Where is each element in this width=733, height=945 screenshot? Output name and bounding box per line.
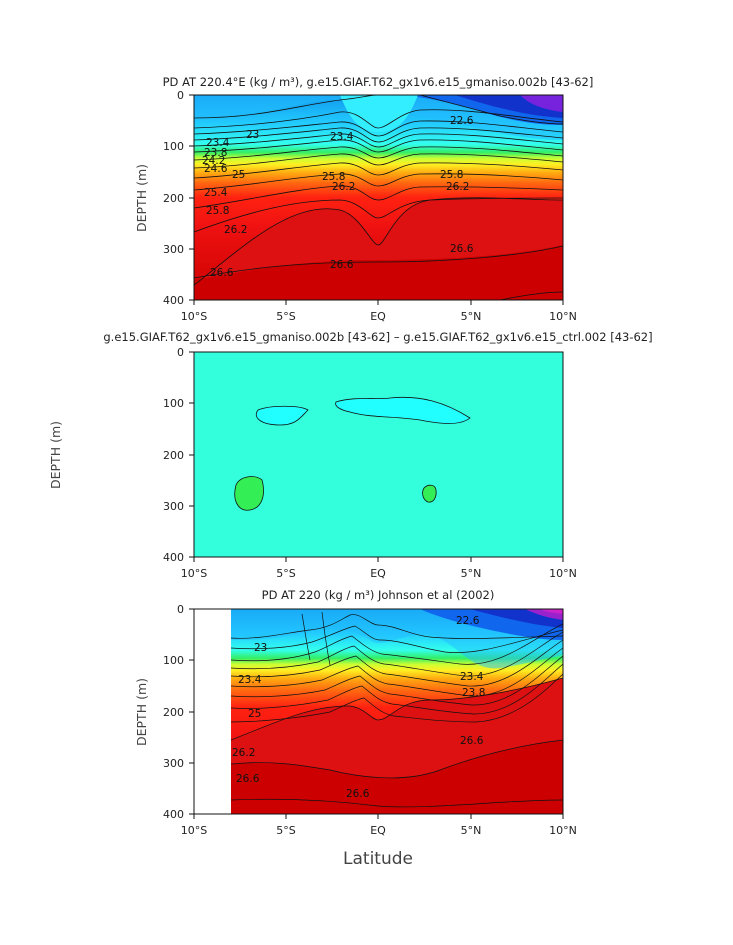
- y-tick-label: 200: [163, 192, 184, 205]
- contour-label: 23.4: [460, 671, 484, 683]
- contour-label: 26.2: [332, 181, 355, 193]
- panel-1-layer-21-8: [520, 95, 563, 112]
- y-tick-label: 400: [163, 551, 184, 564]
- panel-2-field: [193, 351, 564, 558]
- panel-3-axes: 0 100 200 300 400 10°S 5°S EQ 5°N 10°N D…: [134, 603, 577, 837]
- contour-label: 22.6: [450, 115, 474, 127]
- contour-label: 24.6: [204, 163, 228, 175]
- contour-label: 25.8: [206, 205, 229, 217]
- panel-3-contour-labels: 23 23.4 25 26.2 26.6 26.6 22.6 23.4 23.8…: [232, 615, 485, 800]
- y-tick-label: 200: [163, 449, 184, 462]
- contour-label: 23.8: [462, 687, 485, 699]
- panel-2-title: g.e15.GIAF.T62_gx1v6.e15_gmaniso.002b [4…: [103, 330, 652, 344]
- x-tick-label: 5°N: [461, 824, 482, 837]
- contour-label: 23.4: [206, 137, 230, 149]
- x-tick-label: 10°N: [549, 310, 577, 323]
- contour-label: 22.6: [456, 615, 480, 627]
- diff-positive-region: [234, 476, 264, 511]
- y-tick-label: 400: [163, 808, 184, 821]
- x-tick-label: 5°N: [461, 567, 482, 580]
- contour-label: 25.8: [440, 169, 463, 181]
- contour-label: 25: [248, 708, 261, 720]
- panel-3: PD AT 220 (kg / m³) Johnson et al (2002): [134, 588, 577, 837]
- panel-1-axes: 0 100 200 300 400 10°S 5°S EQ 5°N 10°N D…: [134, 89, 577, 323]
- panel-3-contours: [230, 611, 563, 808]
- diff-positive-region: [422, 484, 437, 503]
- x-tick-label: 10°N: [549, 567, 577, 580]
- panel-1-contours: [194, 95, 563, 300]
- x-tick-label: 5°S: [276, 824, 295, 837]
- x-tick-label: 5°S: [276, 310, 295, 323]
- x-tick-label: 10°S: [181, 567, 207, 580]
- contour-label: 26.6: [210, 267, 234, 279]
- y-tick-label: 100: [163, 397, 184, 410]
- y-tick-label: 100: [163, 140, 184, 153]
- contour-label: 23.4: [330, 131, 354, 143]
- y-tick-label: 300: [163, 757, 184, 770]
- panel-3-layer-26-6: [231, 740, 563, 814]
- diff-negative-region: [255, 405, 309, 426]
- y-tick-label: 300: [163, 243, 184, 256]
- contour-label: 26.6: [460, 735, 484, 747]
- panel-3-layer-21-4: [540, 609, 563, 614]
- y-tick-label: 400: [163, 294, 184, 307]
- contour-label: 26.6: [450, 243, 474, 255]
- y-tick-label: 300: [163, 500, 184, 513]
- panel-1: PD AT 220.4°E (kg / m³), g.e15.GIAF.T62_…: [134, 75, 593, 323]
- panel-1-eq-bulge: [340, 95, 418, 132]
- x-tick-label: 10°N: [549, 824, 577, 837]
- contour-label: 23.4: [238, 674, 262, 686]
- contour-label: 23.8: [204, 147, 227, 159]
- x-tick-label: 5°S: [276, 567, 295, 580]
- y-tick-label: 0: [177, 346, 184, 359]
- x-axis-label: Latitude: [343, 849, 413, 869]
- x-tick-label: EQ: [370, 310, 386, 323]
- y-tick-label: 0: [177, 89, 184, 102]
- x-tick-label: EQ: [370, 824, 386, 837]
- x-tick-label: 5°N: [461, 310, 482, 323]
- diff-negative-region: [335, 396, 471, 424]
- x-tick-label: 10°S: [181, 824, 207, 837]
- contour-label: 24.2: [202, 155, 225, 167]
- contour-label: 26.2: [446, 181, 469, 193]
- panel-1-title: PD AT 220.4°E (kg / m³), g.e15.GIAF.T62_…: [163, 75, 594, 89]
- contour-label: 25.8: [322, 171, 345, 183]
- x-tick-label: EQ: [370, 567, 386, 580]
- contour-label: 23: [254, 642, 267, 654]
- contour-label: 26.2: [224, 224, 247, 236]
- panel-3-ylabel: DEPTH (m): [134, 678, 149, 746]
- y-tick-label: 200: [163, 706, 184, 719]
- contour-label: 23: [246, 129, 259, 141]
- panel-3-title: PD AT 220 (kg / m³) Johnson et al (2002): [262, 588, 495, 602]
- contour-label: 25.4: [204, 187, 228, 199]
- panel-2-axes: 0 100 200 300 400 10°S 5°S EQ 5°N 10°N D…: [48, 346, 577, 580]
- y-tick-label: 100: [163, 654, 184, 667]
- contour-label: 26.6: [330, 259, 354, 271]
- panel-1-contour-labels: 23 23.4 23.8 24.2 24.6 25 25.4 25.8 26.2…: [202, 115, 474, 279]
- contour-label: 26.6: [346, 788, 370, 800]
- y-tick-label: 0: [177, 603, 184, 616]
- x-tick-label: 10°S: [181, 310, 207, 323]
- panel-1-field: [194, 95, 563, 300]
- contour-label: 26.6: [236, 773, 260, 785]
- panel-2: g.e15.GIAF.T62_gx1v6.e15_gmaniso.002b [4…: [48, 330, 653, 580]
- contour-label: 26.2: [232, 747, 255, 759]
- panel-2-ylabel: DEPTH (m): [48, 421, 63, 489]
- contour-label: 25: [232, 169, 245, 181]
- panel-3-field: [194, 609, 563, 814]
- panel-1-ylabel: DEPTH (m): [134, 164, 149, 232]
